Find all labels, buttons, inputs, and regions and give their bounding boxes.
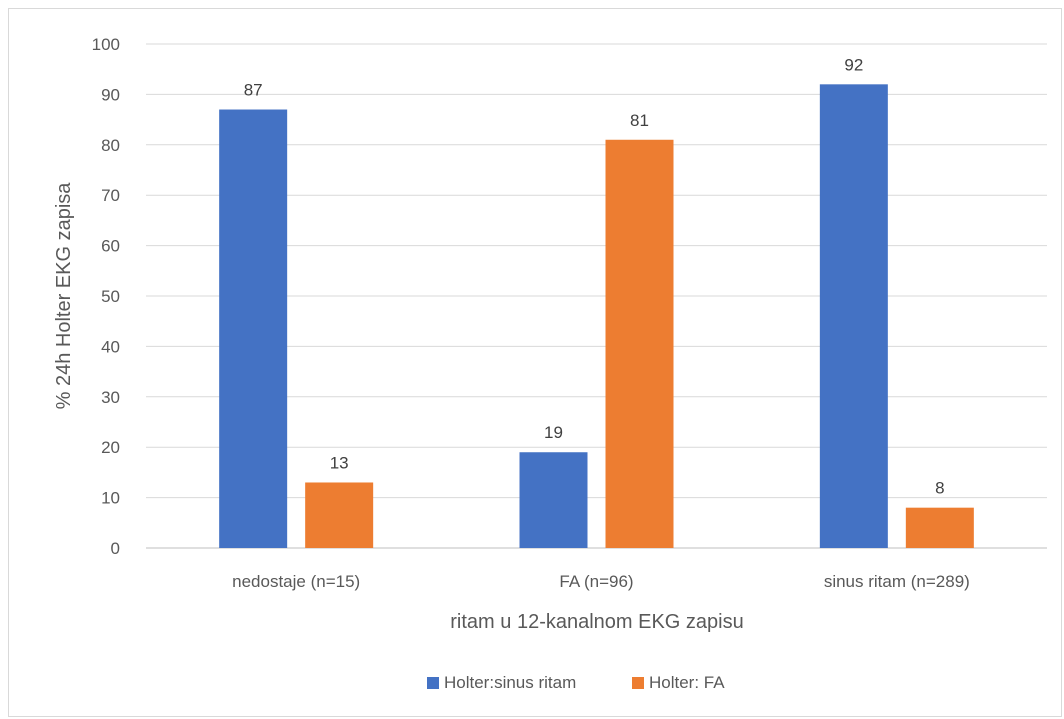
y-tick-label: 0 <box>111 539 120 558</box>
y-tick-label: 40 <box>101 337 120 356</box>
data-label: 92 <box>844 55 863 74</box>
y-tick-label: 80 <box>101 136 120 155</box>
data-label: 13 <box>330 453 349 472</box>
bar <box>905 507 974 548</box>
y-tick-label: 20 <box>101 438 120 457</box>
y-tick-label: 90 <box>101 85 120 104</box>
y-axis-ticks: 0 10 20 30 40 50 60 70 80 90 100 <box>92 35 120 558</box>
y-tick-label: 50 <box>101 287 120 306</box>
bar <box>305 482 374 548</box>
bars <box>219 84 974 549</box>
x-axis-title: ritam u 12-kanalnom EKG zapisu <box>450 611 743 633</box>
legend-swatch <box>632 677 644 689</box>
legend-swatch <box>427 677 439 689</box>
data-label: 87 <box>244 81 263 100</box>
legend-label: Holter: FA <box>649 673 725 692</box>
bar <box>519 452 588 548</box>
bar <box>605 139 674 548</box>
data-label: 8 <box>935 479 944 498</box>
y-tick-label: 10 <box>101 489 120 508</box>
bar <box>219 109 288 549</box>
data-label: 19 <box>544 423 563 442</box>
legend-label: Holter:sinus ritam <box>444 673 576 692</box>
x-axis-ticks: nedostaje (n=15) FA (n=96) sinus ritam (n=… <box>232 572 970 591</box>
y-tick-label: 30 <box>101 388 120 407</box>
legend: Holter:sinus ritam Holter: FA <box>427 673 725 692</box>
y-tick-label: 60 <box>101 237 120 256</box>
y-tick-label: 100 <box>92 35 120 54</box>
y-tick-label: 70 <box>101 186 120 205</box>
x-tick-label: sinus ritam (n=289) <box>824 572 970 591</box>
gridlines <box>146 43 1047 549</box>
bar <box>819 84 888 548</box>
data-labels: 87 13 19 81 92 8 <box>244 55 945 497</box>
x-tick-label: nedostaje (n=15) <box>232 572 360 591</box>
y-axis-title: % 24h Holter EKG zapisa <box>53 182 75 410</box>
data-label: 81 <box>630 111 649 130</box>
x-tick-label: FA (n=96) <box>559 572 633 591</box>
